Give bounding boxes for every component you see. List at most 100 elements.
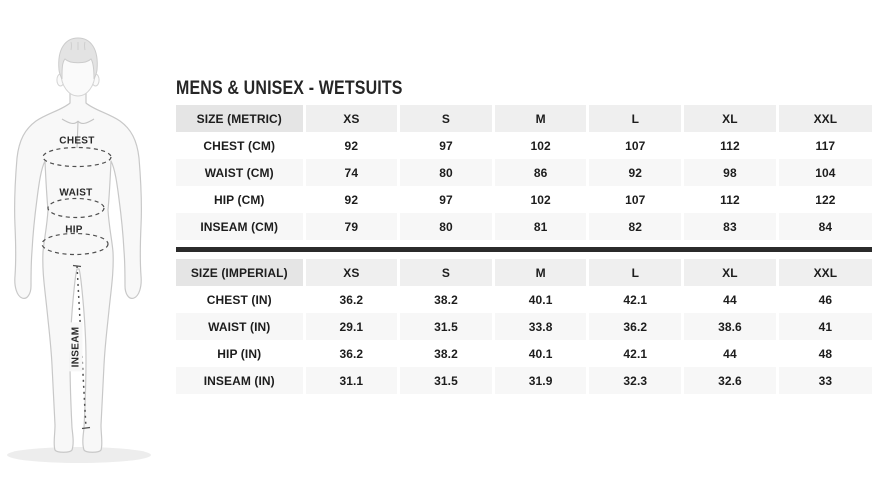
- row-label-cell: HIP (IN): [176, 340, 304, 367]
- figure-label-chest: CHEST: [59, 135, 95, 147]
- table-row: HIP (IN) 36.2 38.2 40.1 42.1 44 48: [176, 340, 872, 367]
- table-divider: [176, 247, 872, 252]
- value-cell: 31.9: [491, 367, 588, 394]
- value-cell: 44: [681, 340, 778, 367]
- figure-label-hip: HIP: [65, 224, 83, 236]
- value-cell: 97: [397, 186, 494, 213]
- value-cell: 42.1: [586, 286, 683, 313]
- value-cell: 80: [397, 159, 494, 186]
- value-cell: 97: [397, 132, 494, 159]
- value-cell: 40.1: [491, 286, 588, 313]
- value-cell: 33: [775, 367, 872, 394]
- value-cell: 36.2: [302, 340, 399, 367]
- body-outline: [14, 90, 142, 453]
- header-cell: S: [397, 259, 494, 286]
- size-chart-content: MENS & UNISEX - WETSUITS SIZE (METRIC) X…: [176, 79, 872, 394]
- table-row: WAIST (CM) 74 80 86 92 98 104: [176, 159, 872, 186]
- value-cell: 79: [302, 213, 399, 240]
- value-cell: 31.1: [302, 367, 399, 394]
- hair: [58, 37, 98, 80]
- header-cell: XS: [302, 259, 399, 286]
- value-cell: 92: [586, 159, 683, 186]
- metric-header-row: SIZE (METRIC) XS S M L XL XXL: [176, 105, 872, 132]
- waist-measure-line: [47, 197, 105, 219]
- table-row: CHEST (CM) 92 97 102 107 112 117: [176, 132, 872, 159]
- table-row: HIP (CM) 92 97 102 107 112 122: [176, 186, 872, 213]
- header-cell: SIZE (IMPERIAL): [176, 259, 304, 286]
- collar-lines: [61, 118, 95, 149]
- value-cell: 98: [681, 159, 778, 186]
- chest-measure-line: [42, 146, 112, 168]
- value-cell: 36.2: [302, 286, 399, 313]
- value-cell: 92: [302, 132, 399, 159]
- body-measurement-figure: CHEST WAIST HIP INSEAM: [0, 0, 168, 481]
- table-row: WAIST (IN) 29.1 31.5 33.8 36.2 38.6 41: [176, 313, 872, 340]
- header-cell: XS: [302, 105, 399, 132]
- header-cell: M: [491, 259, 588, 286]
- hip-measure-line: [41, 232, 109, 256]
- value-cell: 29.1: [302, 313, 399, 340]
- value-cell: 31.5: [397, 313, 494, 340]
- value-cell: 83: [681, 213, 778, 240]
- value-cell: 107: [586, 132, 683, 159]
- value-cell: 104: [775, 159, 872, 186]
- figure-label-waist: WAIST: [59, 187, 93, 199]
- row-label-cell: INSEAM (CM): [176, 213, 304, 240]
- header-cell: L: [586, 105, 683, 132]
- value-cell: 122: [775, 186, 872, 213]
- imperial-header-row: SIZE (IMPERIAL) XS S M L XL XXL: [176, 259, 872, 286]
- header-cell: L: [586, 259, 683, 286]
- value-cell: 38.6: [681, 313, 778, 340]
- row-label-cell: INSEAM (IN): [176, 367, 304, 394]
- hair-strands: [70, 41, 86, 51]
- value-cell: 74: [302, 159, 399, 186]
- value-cell: 46: [775, 286, 872, 313]
- floor-shadow: [7, 447, 151, 463]
- value-cell: 117: [775, 132, 872, 159]
- row-label-cell: CHEST (IN): [176, 286, 304, 313]
- value-cell: 36.2: [586, 313, 683, 340]
- row-label-cell: HIP (CM): [176, 186, 304, 213]
- row-label-cell: WAIST (IN): [176, 313, 304, 340]
- header-cell: M: [491, 105, 588, 132]
- value-cell: 112: [681, 132, 778, 159]
- header-cell: XL: [681, 259, 778, 286]
- value-cell: 107: [586, 186, 683, 213]
- header-cell: SIZE (METRIC): [176, 105, 304, 132]
- table-row: CHEST (IN) 36.2 38.2 40.1 42.1 44 46: [176, 286, 872, 313]
- figure-label-inseam: INSEAM: [69, 322, 83, 372]
- value-cell: 82: [586, 213, 683, 240]
- value-cell: 41: [775, 313, 872, 340]
- imperial-size-table: SIZE (IMPERIAL) XS S M L XL XXL CHEST (I…: [176, 259, 872, 394]
- page-title: MENS & UNISEX - WETSUITS: [176, 78, 403, 99]
- value-cell: 81: [491, 213, 588, 240]
- header-cell: XL: [681, 105, 778, 132]
- value-cell: 86: [491, 159, 588, 186]
- value-cell: 32.6: [681, 367, 778, 394]
- value-cell: 48: [775, 340, 872, 367]
- value-cell: 31.5: [397, 367, 494, 394]
- value-cell: 44: [681, 286, 778, 313]
- value-cell: 40.1: [491, 340, 588, 367]
- value-cell: 42.1: [586, 340, 683, 367]
- value-cell: 38.2: [397, 340, 494, 367]
- value-cell: 92: [302, 186, 399, 213]
- male-body-silhouette: [7, 37, 151, 463]
- table-row: INSEAM (CM) 79 80 81 82 83 84: [176, 213, 872, 240]
- value-cell: 80: [397, 213, 494, 240]
- metric-size-table: SIZE (METRIC) XS S M L XL XXL CHEST (CM)…: [176, 105, 872, 240]
- value-cell: 102: [491, 186, 588, 213]
- value-cell: 32.3: [586, 367, 683, 394]
- value-cell: 112: [681, 186, 778, 213]
- value-cell: 102: [491, 132, 588, 159]
- table-row: INSEAM (IN) 31.1 31.5 31.9 32.3 32.6 33: [176, 367, 872, 394]
- row-label-cell: CHEST (CM): [176, 132, 304, 159]
- value-cell: 33.8: [491, 313, 588, 340]
- row-label-cell: WAIST (CM): [176, 159, 304, 186]
- header-cell: S: [397, 105, 494, 132]
- header-cell: XXL: [775, 259, 872, 286]
- inseam-end-ticks: [72, 264, 91, 430]
- value-cell: 38.2: [397, 286, 494, 313]
- value-cell: 84: [775, 213, 872, 240]
